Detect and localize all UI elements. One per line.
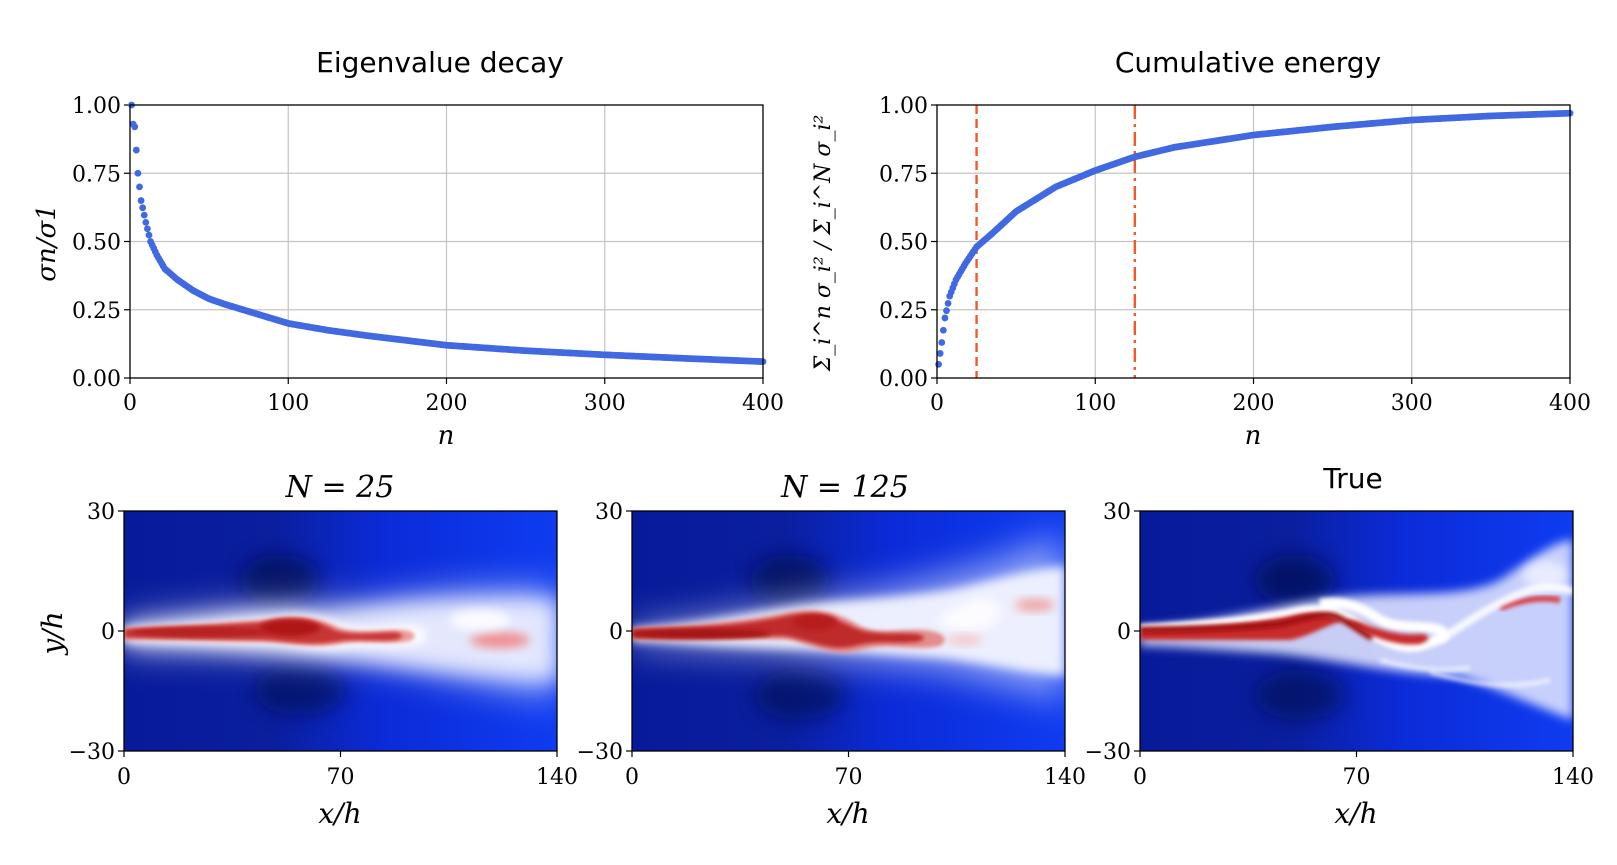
heatmap-image bbox=[632, 511, 1065, 751]
x-tick-labels: 0 100 200 300 400 bbox=[930, 391, 1591, 416]
y-axis-label-text: y/h bbox=[36, 611, 69, 656]
x-tick-label: 200 bbox=[426, 391, 468, 416]
x-tick-label: 70 bbox=[1343, 765, 1371, 790]
x-tick-labels: 0 70 140 bbox=[1133, 751, 1594, 790]
y-tick-label: 0.75 bbox=[879, 162, 928, 187]
y-tick-label: −30 bbox=[1085, 740, 1131, 765]
x-tick-labels: 0 70 140 bbox=[117, 751, 578, 790]
x-axis-label: x/h bbox=[318, 797, 361, 830]
gridlines bbox=[931, 104, 1571, 384]
y-axis-label-text: σn/σ1 bbox=[32, 204, 62, 282]
y-tick-label: 1.00 bbox=[72, 94, 121, 119]
x-tick-label: 140 bbox=[1552, 765, 1594, 790]
plot-frame bbox=[936, 104, 1571, 379]
x-axis-label: x/h bbox=[826, 797, 869, 830]
eigenvalue-decay-panel: Eigenvalue decay 0 100 200 300 400 0.000.250… bbox=[32, 46, 784, 451]
heatmap-image bbox=[1140, 511, 1573, 751]
x-tick-label: 140 bbox=[1044, 765, 1086, 790]
x-axis-label: n bbox=[1245, 421, 1262, 451]
y-axis-label: σn/σ1 bbox=[32, 204, 62, 282]
data-points bbox=[935, 109, 1574, 368]
y-tick-label: 30 bbox=[1103, 500, 1131, 525]
x-tick-label: 200 bbox=[1233, 391, 1275, 416]
y-axis-label: y/h bbox=[36, 611, 69, 656]
data-points bbox=[128, 101, 767, 366]
y-tick-label: 0 bbox=[101, 620, 115, 645]
heatmap-image bbox=[124, 511, 557, 751]
y-axis-label-text: Σ_i^n σ_i² / Σ_i^N σ_i² bbox=[811, 115, 836, 373]
data-point bbox=[145, 231, 153, 239]
y-tick-labels: 30 0 −30 bbox=[69, 500, 124, 765]
y-tick-label: 0.25 bbox=[879, 299, 928, 324]
y-tick-labels: 30 0 −30 bbox=[577, 500, 632, 765]
data-point bbox=[944, 299, 952, 307]
chart-title: N = 125 bbox=[780, 470, 909, 505]
chart-title: Eigenvalue decay bbox=[316, 46, 564, 79]
x-tick-label: 0 bbox=[1133, 765, 1147, 790]
data-point bbox=[943, 307, 950, 315]
data-point bbox=[139, 204, 147, 212]
x-tick-label: 300 bbox=[584, 391, 626, 416]
y-tick-label: 0.25 bbox=[72, 299, 121, 324]
chart-title: N = 25 bbox=[285, 470, 395, 505]
x-tick-label: 0 bbox=[625, 765, 639, 790]
y-tick-labels: 0.00 0.25 0.50 0.75 1.00 bbox=[72, 94, 121, 392]
y-tick-label: 30 bbox=[595, 500, 623, 525]
data-point bbox=[938, 339, 946, 346]
data-point bbox=[137, 197, 145, 204]
y-tick-label: −30 bbox=[577, 740, 623, 765]
x-tick-label: 70 bbox=[835, 765, 863, 790]
data-point bbox=[939, 326, 947, 334]
data-point bbox=[936, 350, 944, 357]
x-tick-label: 140 bbox=[536, 765, 578, 790]
y-tick-label: −30 bbox=[69, 740, 115, 765]
x-tick-label: 70 bbox=[327, 765, 355, 790]
data-point bbox=[941, 314, 949, 322]
y-tick-label: 0 bbox=[1117, 620, 1131, 645]
data-point bbox=[935, 360, 942, 368]
x-tick-label: 0 bbox=[117, 765, 131, 790]
chart-title: Cumulative energy bbox=[1115, 46, 1381, 79]
y-tick-label: 30 bbox=[87, 500, 115, 525]
x-tick-label: 0 bbox=[930, 391, 944, 416]
heatmap-panel-n25: N = 25 300−30 0 70 140 x/h y/h bbox=[36, 470, 578, 830]
y-tick-label: 0 bbox=[609, 620, 623, 645]
y-tick-labels: 30 0 −30 bbox=[1085, 500, 1140, 765]
plot-frame bbox=[129, 104, 764, 379]
gridlines bbox=[124, 104, 764, 384]
y-axis-label: Σ_i^n σ_i² / Σ_i^N σ_i² bbox=[811, 115, 836, 373]
y-tick-label: 0.00 bbox=[72, 367, 121, 392]
data-point bbox=[132, 146, 140, 154]
x-tick-label: 0 bbox=[123, 391, 137, 416]
y-tick-labels: 0.00 0.25 0.50 0.75 1.00 bbox=[879, 94, 928, 392]
x-tick-label: 400 bbox=[742, 391, 784, 416]
heatmap-panel-true: True 300−30 0 70 140 x/h bbox=[1085, 462, 1594, 830]
cumulative-energy-panel: Cumulative energy 0 100 200 300 400 0.00 0.25… bbox=[811, 46, 1591, 451]
threshold-lines bbox=[975, 105, 1137, 378]
y-tick-label: 0.50 bbox=[72, 231, 121, 256]
x-tick-labels: 0 100 200 300 400 bbox=[123, 391, 784, 416]
data-point bbox=[144, 225, 151, 233]
y-tick-label: 1.00 bbox=[879, 94, 928, 119]
x-tick-label: 300 bbox=[1391, 391, 1433, 416]
data-point bbox=[142, 218, 150, 226]
chart-title: True bbox=[1322, 462, 1382, 495]
x-tick-label: 400 bbox=[1549, 391, 1591, 416]
heatmap-panel-n125: N = 125 300−30 0 70 140 x/h bbox=[577, 470, 1086, 830]
x-axis-label: n bbox=[438, 421, 455, 451]
y-tick-label: 0.50 bbox=[879, 231, 928, 256]
y-tick-label: 0.00 bbox=[879, 367, 928, 392]
data-point bbox=[134, 169, 142, 177]
data-point bbox=[131, 123, 139, 131]
x-tick-label: 100 bbox=[1074, 391, 1116, 416]
x-tick-label: 100 bbox=[267, 391, 309, 416]
y-tick-label: 0.75 bbox=[72, 162, 121, 187]
data-point bbox=[136, 183, 143, 191]
x-tick-labels: 0 70 140 bbox=[625, 751, 1086, 790]
x-axis-label: x/h bbox=[1334, 797, 1377, 830]
data-point bbox=[140, 211, 148, 219]
